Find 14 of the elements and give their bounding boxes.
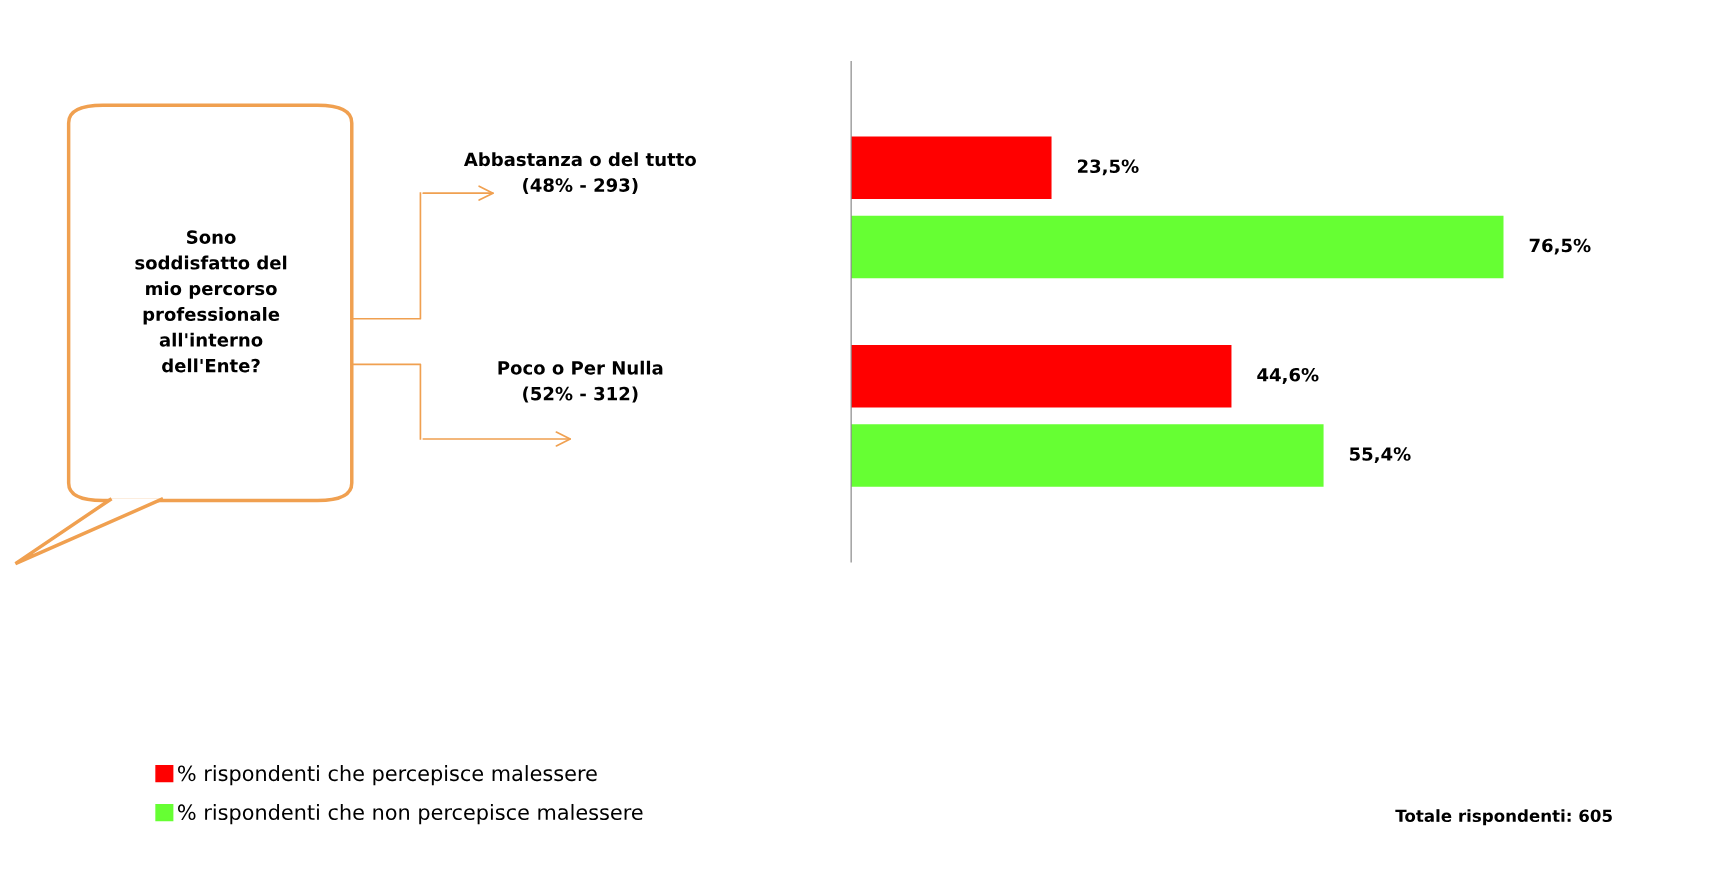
- data-label: 23,5%: [1077, 159, 1139, 176]
- legend-label: % rispondenti che non percepisce malessere: [178, 803, 643, 825]
- bar: [851, 136, 1052, 200]
- data-label: 76,5%: [1529, 238, 1591, 255]
- y-tick-label: Poco o Per Nulla (52% - 312): [498, 360, 663, 403]
- data-label: 55,4%: [1349, 447, 1411, 464]
- text: Totale rispondenti: 605: [1395, 809, 1612, 826]
- bar: [851, 424, 1324, 487]
- bar: [851, 345, 1232, 408]
- legend-label: % rispondenti che percepisce malessere: [178, 765, 597, 786]
- y-tick-label: Abbastanza o del tutto (48% - 293): [463, 152, 696, 195]
- bar: [851, 215, 1504, 279]
- text: Sono soddisfatto del mio percorso professionale all'interno dell'Ente?: [135, 230, 287, 373]
- data-label: 44,6%: [1257, 367, 1319, 384]
